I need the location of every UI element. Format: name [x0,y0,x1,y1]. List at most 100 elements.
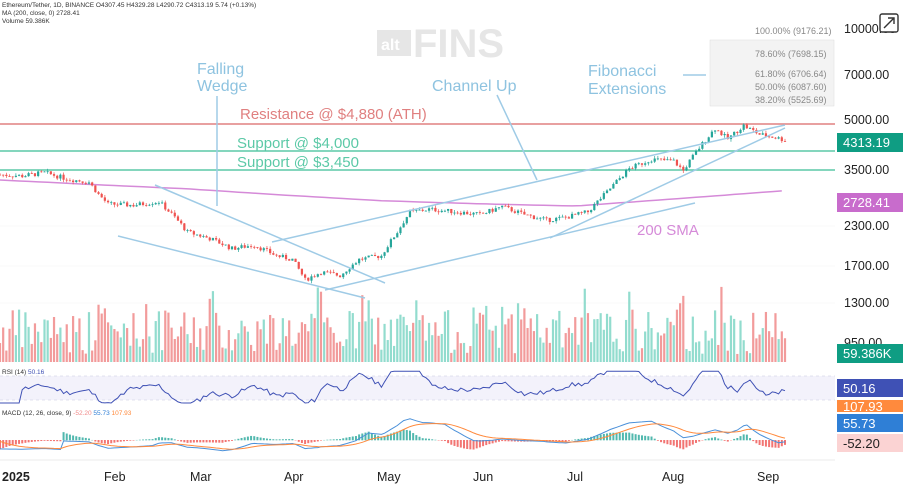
expand-icon[interactable] [879,13,899,33]
volume-bar [440,333,443,362]
volume-bar [752,312,755,362]
volume-bar [300,322,304,362]
macd-hist-bar [259,437,262,441]
fib-level: 50.00% (6087.60) [755,82,827,92]
volume-bar [691,316,694,362]
candle-body [132,204,135,207]
volume-bar [243,326,246,362]
macd-hist-bar [377,435,380,441]
macd-hist-bar [408,430,411,441]
candle-body [71,180,75,183]
candle-body [11,176,14,178]
candle-body [141,202,145,205]
time-tick: Mar [190,470,212,484]
candle-body [713,130,717,132]
candle-body [278,255,281,258]
candle-body [75,180,78,183]
price-tick: 7000.00 [844,68,889,82]
candle-body [504,205,507,207]
fib-level: 61.80% (6706.64) [755,69,827,79]
volume-bar [561,347,564,362]
volume-bar [679,303,682,362]
volume-bar [91,350,94,362]
volume-bar [621,351,625,362]
candle-body [224,244,227,246]
volume-bar [313,318,316,362]
volume-bar [723,322,726,362]
candle-body [192,231,195,235]
candle-body [653,158,656,162]
macd-hist-bar [704,439,707,441]
candle-body [447,208,450,211]
candle-body [52,174,56,176]
volume-bar [745,351,748,362]
time-tick: Sep [757,470,779,484]
candle-body [564,216,567,218]
candle-body [698,148,701,151]
volume-bar [624,319,628,362]
candle-body [383,252,386,256]
candle-body [195,234,199,236]
candle-body [157,202,161,204]
candle-body [249,246,253,248]
price-badges: 4313.19 2728.41 59.386K 50.16 107.93 55.… [837,133,903,452]
volume-bar [586,313,590,362]
volume-bar [494,325,497,362]
macd-hist-bar [278,439,281,441]
candle-body [440,210,443,213]
volume-bar [755,338,758,362]
volume-bar [62,342,65,362]
macd-hist-bar [494,440,497,443]
macd-hist-bar [752,440,755,442]
candle-body [694,150,698,155]
candle-body [761,133,764,135]
macd-legend-label: MACD (12, 26, close, 9) [2,410,72,417]
volume-bar [466,352,469,362]
candle-body [240,245,243,248]
macd-hist-bar [726,440,729,442]
volume-bar [707,340,710,362]
candle-body [736,131,739,134]
macd-hist-bar [202,440,205,443]
volume-bar [176,336,180,362]
volume-bar [450,352,453,362]
macd-hist-bar [784,440,786,445]
macd-hist-bar [593,435,596,441]
volume-bar [46,320,49,362]
volume-bar [170,327,173,362]
candle-body [558,216,561,218]
macd-hist-bar [176,440,179,441]
macd-hist-bar [504,440,507,442]
macd-hist-bar [393,432,396,441]
volume-bar [516,303,520,362]
volume-bar [780,331,783,362]
volume-bar [605,313,609,362]
candle-body [354,263,358,265]
volume-bar [370,318,373,362]
macd-badge-c: -52.20 [843,436,880,451]
volume-bar [609,316,612,362]
altfins-watermark: alt FINS [377,22,504,66]
macd-hist-bar [335,439,338,441]
macd-hist-bar [447,440,450,444]
macd-hist-bar [475,440,478,449]
candle-body [338,275,342,278]
candle-body [351,264,354,270]
candle-body [345,271,348,274]
macd-hist-bar [574,439,577,441]
macd-hist-bar [450,440,453,445]
macd-hist-bar [132,440,135,441]
volume-bar [272,318,275,362]
candle-body [297,261,300,269]
macd-hist-bar [485,440,488,446]
rsi-badge-bg [837,379,903,397]
volume-bar [504,324,507,362]
candle-body [17,174,21,176]
macd-hist-bar [84,437,87,441]
macd-hist-bar [758,440,761,446]
candle-body [294,258,297,262]
volume-bar [418,320,421,362]
macd-hist-bar [56,440,59,442]
macd-hist-bar [389,433,392,441]
